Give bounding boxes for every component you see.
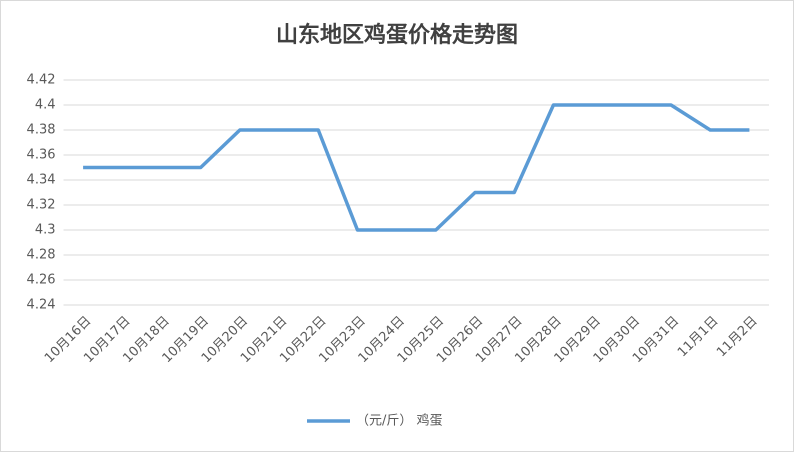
y-tick-label: 4.4 [35, 98, 56, 113]
y-tick-label: 4.38 [27, 123, 56, 138]
y-tick-label: 4.34 [27, 173, 56, 188]
y-tick-label: 4.26 [27, 273, 56, 288]
y-tick-label: 4.42 [27, 73, 56, 88]
y-tick-label: 4.28 [27, 248, 56, 263]
y-tick-label: 4.24 [27, 298, 56, 313]
series-line [83, 103, 750, 232]
legend-label: （元/斤） 鸡蛋 [356, 413, 443, 429]
y-tick-label: 4.36 [27, 148, 56, 163]
chart-title: 山东地区鸡蛋价格走势图 [276, 22, 518, 48]
y-tick-label: 4.3 [35, 223, 56, 238]
y-tick-label: 4.32 [27, 198, 56, 213]
